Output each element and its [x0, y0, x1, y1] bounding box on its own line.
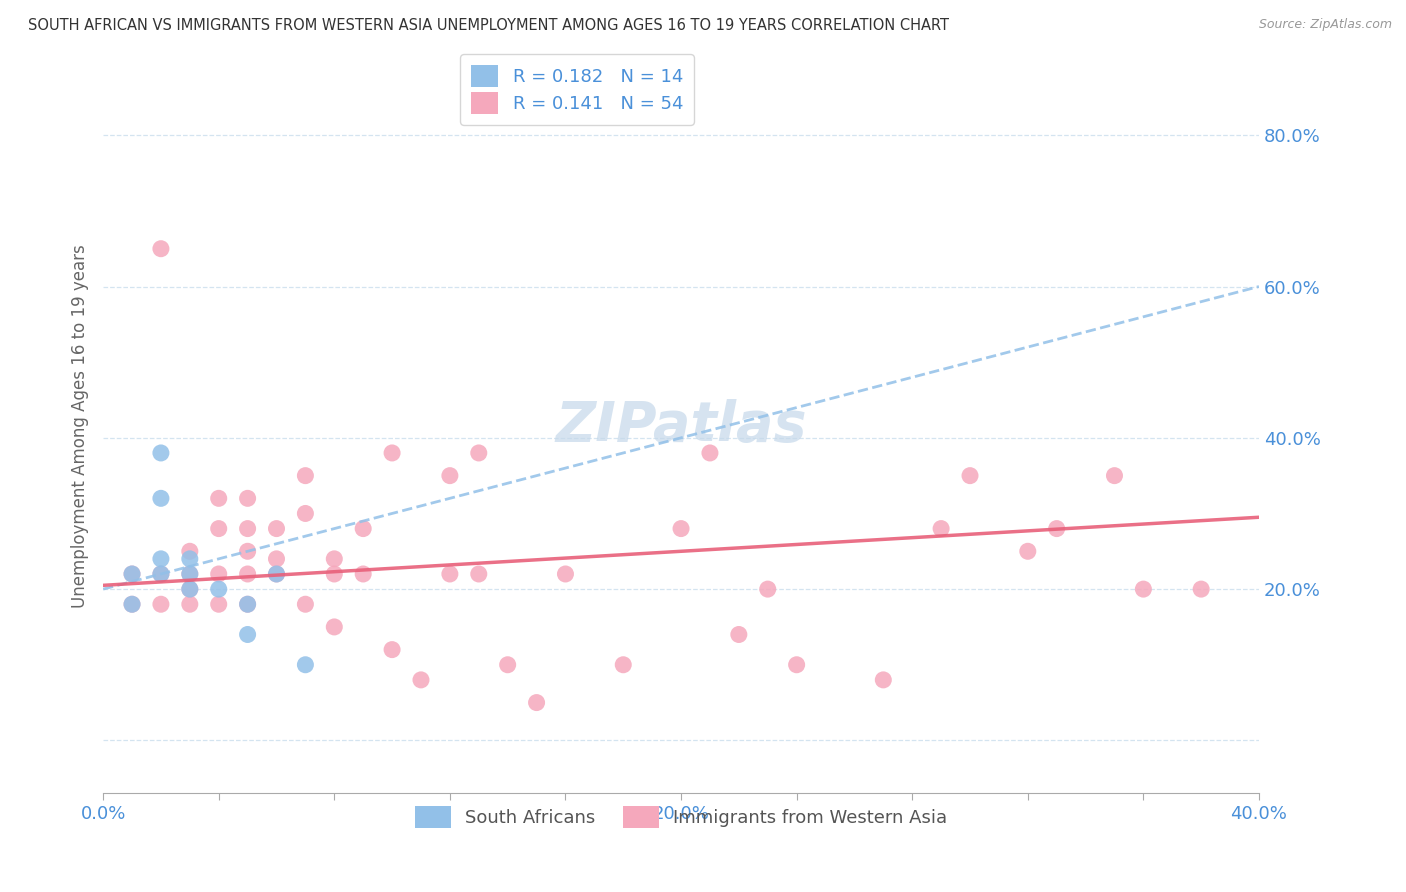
Point — [236, 597, 259, 611]
Point — [727, 627, 749, 641]
Point — [409, 673, 432, 687]
Point — [266, 566, 288, 581]
Point — [121, 597, 143, 611]
Point — [236, 522, 259, 536]
Point — [1189, 582, 1212, 596]
Point — [121, 566, 143, 581]
Point — [266, 522, 288, 536]
Point — [179, 552, 201, 566]
Point — [208, 566, 231, 581]
Point — [208, 582, 231, 596]
Point — [121, 566, 143, 581]
Point — [179, 566, 201, 581]
Point — [149, 566, 172, 581]
Point — [1104, 468, 1126, 483]
Point — [959, 468, 981, 483]
Point — [1132, 582, 1154, 596]
Point — [294, 597, 316, 611]
Point — [149, 446, 172, 460]
Point — [526, 696, 548, 710]
Point — [236, 491, 259, 506]
Point — [294, 507, 316, 521]
Point — [179, 582, 201, 596]
Point — [208, 597, 231, 611]
Point — [266, 552, 288, 566]
Point — [236, 544, 259, 558]
Point — [929, 522, 952, 536]
Point — [323, 566, 346, 581]
Point — [669, 522, 692, 536]
Point — [236, 597, 259, 611]
Point — [236, 627, 259, 641]
Point — [352, 566, 374, 581]
Point — [179, 544, 201, 558]
Point — [149, 552, 172, 566]
Point — [381, 642, 404, 657]
Point — [208, 491, 231, 506]
Point — [149, 491, 172, 506]
Point — [468, 446, 491, 460]
Legend: South Africans, Immigrants from Western Asia: South Africans, Immigrants from Western … — [408, 799, 955, 836]
Point — [352, 522, 374, 536]
Point — [179, 582, 201, 596]
Point — [149, 242, 172, 256]
Point — [554, 566, 576, 581]
Point — [1017, 544, 1039, 558]
Point — [756, 582, 779, 596]
Point — [236, 566, 259, 581]
Point — [323, 552, 346, 566]
Y-axis label: Unemployment Among Ages 16 to 19 years: Unemployment Among Ages 16 to 19 years — [72, 244, 89, 608]
Point — [439, 468, 461, 483]
Point — [149, 597, 172, 611]
Point — [786, 657, 808, 672]
Point — [208, 522, 231, 536]
Text: SOUTH AFRICAN VS IMMIGRANTS FROM WESTERN ASIA UNEMPLOYMENT AMONG AGES 16 TO 19 Y: SOUTH AFRICAN VS IMMIGRANTS FROM WESTERN… — [28, 18, 949, 33]
Point — [612, 657, 634, 672]
Point — [1046, 522, 1069, 536]
Point — [496, 657, 519, 672]
Point — [294, 657, 316, 672]
Point — [179, 566, 201, 581]
Point — [381, 446, 404, 460]
Point — [439, 566, 461, 581]
Text: ZIPatlas: ZIPatlas — [555, 400, 807, 453]
Point — [179, 597, 201, 611]
Point — [266, 566, 288, 581]
Point — [323, 620, 346, 634]
Point — [294, 468, 316, 483]
Point — [149, 566, 172, 581]
Point — [468, 566, 491, 581]
Point — [699, 446, 721, 460]
Text: Source: ZipAtlas.com: Source: ZipAtlas.com — [1258, 18, 1392, 31]
Point — [872, 673, 894, 687]
Point — [121, 597, 143, 611]
